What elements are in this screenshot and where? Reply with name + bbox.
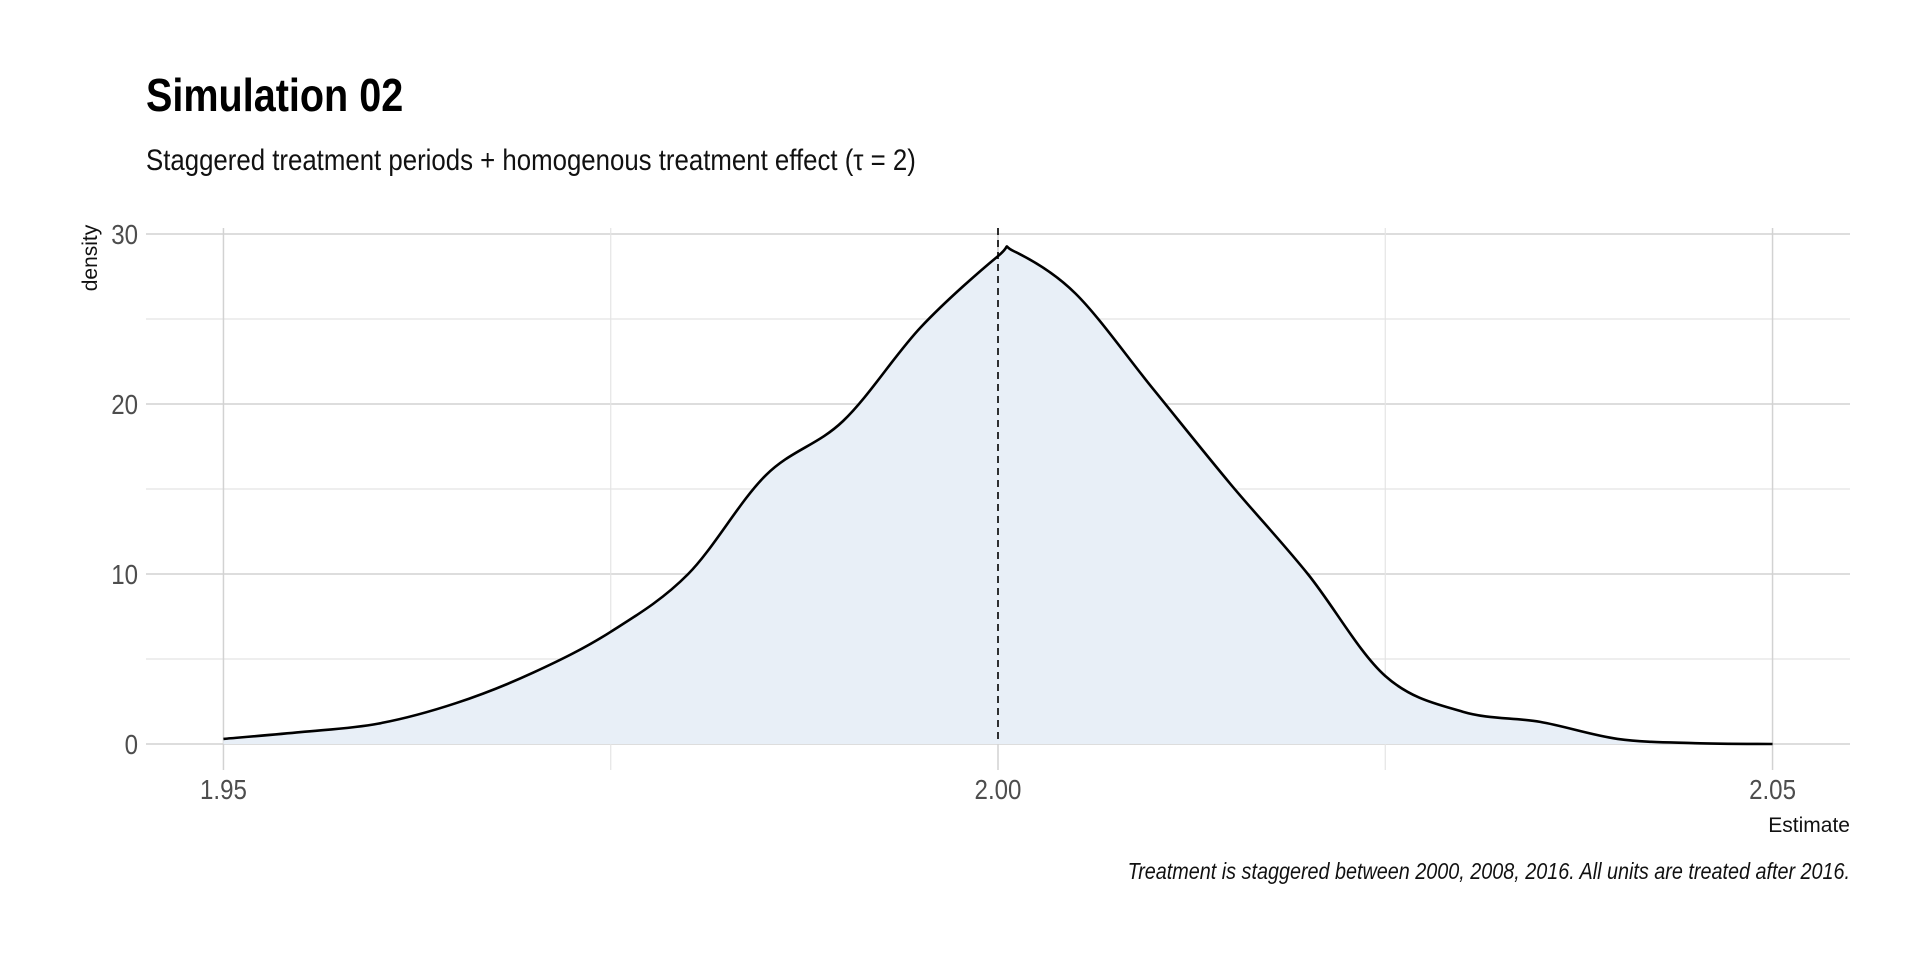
chart-subtitle: Staggered treatment periods + homogenous… bbox=[146, 144, 916, 177]
axis-ticks: 0 10 20 30 1.95 2.00 2.05 bbox=[111, 218, 1796, 805]
x-tick-label: 2.00 bbox=[975, 773, 1022, 805]
x-axis-label: Estimate bbox=[1768, 814, 1850, 837]
y-axis-label: density bbox=[79, 224, 102, 291]
x-tick-label: 2.05 bbox=[1749, 773, 1796, 805]
density-curve bbox=[223, 245, 1773, 746]
chart-title: Simulation 02 bbox=[146, 69, 404, 121]
x-tick-label: 1.95 bbox=[200, 773, 247, 805]
y-tick-label: 30 bbox=[111, 218, 138, 250]
chart-caption: Treatment is staggered between 2000, 200… bbox=[1127, 858, 1850, 884]
y-tick-label: 10 bbox=[111, 558, 138, 590]
y-tick-label: 20 bbox=[111, 388, 138, 420]
y-tick-label: 0 bbox=[125, 728, 138, 760]
